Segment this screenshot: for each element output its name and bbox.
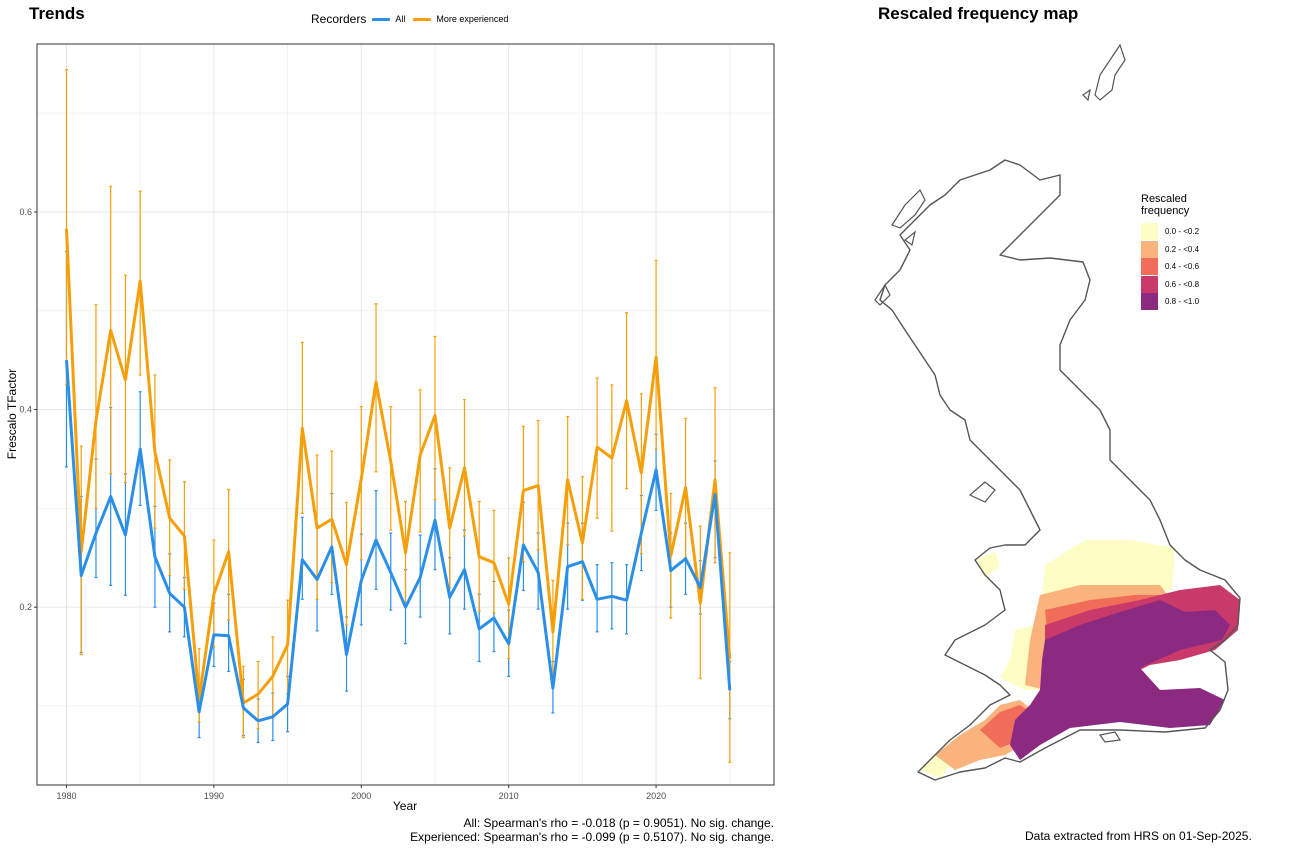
legend-entry-all: All: [372, 14, 405, 24]
map-legend: Rescaled frequency 0.0 - <0.2 0.2 - <0.4…: [1141, 193, 1199, 311]
legend-label-experienced: More experienced: [436, 14, 509, 24]
stats-experienced: Experienced: Spearman's rho = -0.099 (p …: [410, 830, 774, 844]
plot-background: [37, 44, 774, 785]
anglesey-outline: [968, 481, 996, 503]
legend-key-all: [372, 17, 391, 21]
hebrides-outline: [874, 188, 926, 306]
map-title: Rescaled frequency map: [878, 4, 1079, 23]
data-extract-note: Data extracted from HRS on 01-Sep-2025.: [1025, 829, 1252, 843]
map-legend-row: 0.2 - <0.4: [1141, 240, 1200, 259]
zone-very-high: [1010, 600, 1230, 760]
map-legend-label: 0.8 - <1.0: [1165, 297, 1200, 307]
trends-title: Trends: [29, 4, 85, 23]
x-tick-label: 1990: [204, 791, 224, 801]
map-legend-swatch: [1141, 258, 1158, 276]
y-axis-label: Frescalo TFactor: [5, 369, 19, 459]
northern-isles-outline: [1082, 43, 1126, 102]
x-tick-label: 2020: [646, 791, 666, 801]
error-bar-experienced: [330, 450, 334, 584]
legend-label-all: All: [395, 14, 406, 24]
map-legend-row: 0.0 - <0.2: [1141, 223, 1199, 241]
map-legend-row: 0.8 - <1.0: [1141, 293, 1199, 311]
x-tick-label: 1980: [56, 791, 76, 801]
trend-chart: 0.2 0.4 0.6 1980 1990 2000 2010 2020 Year Fresc…: [5, 43, 775, 813]
error-bar-experienced: [713, 387, 717, 564]
zone-very-low-west: [920, 755, 950, 778]
map-legend-label: 0.6 - <0.8: [1165, 279, 1200, 289]
legend-key-experienced: [413, 17, 432, 21]
y-tick-label: 0.2: [19, 602, 32, 612]
series-line-all: [65, 360, 732, 723]
map-legend-swatch: [1141, 293, 1158, 311]
map-legend-label: 0.2 - <0.4: [1165, 244, 1200, 254]
map-legend-swatch: [1141, 240, 1158, 258]
error-bar-experienced: [654, 259, 658, 450]
y-tick-label: 0.6: [19, 207, 32, 217]
x-tick-label: 2000: [351, 791, 371, 801]
series-line-experienced: [65, 228, 732, 705]
legend-title: Recorders: [311, 12, 367, 26]
map-legend-row: 0.6 - <0.8: [1141, 275, 1200, 294]
map-legend-title: Rescaled frequency: [1141, 193, 1199, 217]
legend-entry-experienced: More experienced: [413, 14, 508, 24]
map-legend-swatch: [1141, 223, 1158, 241]
britain-outline: [879, 159, 1241, 781]
zone-very-low-wales: [975, 552, 1000, 578]
series-lines: [65, 228, 732, 723]
map-legend-swatch: [1141, 275, 1158, 293]
x-tick-label: 2010: [499, 791, 519, 801]
map-legend-title-line2: frequency: [1141, 205, 1190, 217]
x-axis-label: Year: [393, 799, 417, 813]
spearman-stats: All: Spearman's rho = -0.018 (p = 0.9051…: [410, 816, 774, 844]
recorders-legend: Recorders All More experienced: [311, 12, 516, 26]
plot-border: [36, 43, 775, 786]
isle-of-wight-outline: [1098, 731, 1122, 743]
zone-very-low: [1000, 540, 1175, 690]
axis-ticks: 0.2 0.4 0.6 1980 1990 2000 2010 2020: [19, 207, 666, 801]
map-legend-title-line1: Rescaled: [1141, 193, 1187, 205]
map-legend-label: 0.4 - <0.6: [1165, 262, 1200, 272]
map-fill-zones: [920, 540, 1240, 778]
stats-all: All: Spearman's rho = -0.018 (p = 0.9051…: [463, 816, 774, 830]
y-tick-label: 0.4: [19, 405, 32, 415]
error-bar-experienced: [94, 304, 98, 509]
map-legend-label: 0.0 - <0.2: [1165, 227, 1200, 237]
map-legend-row: 0.4 - <0.6: [1141, 258, 1199, 276]
